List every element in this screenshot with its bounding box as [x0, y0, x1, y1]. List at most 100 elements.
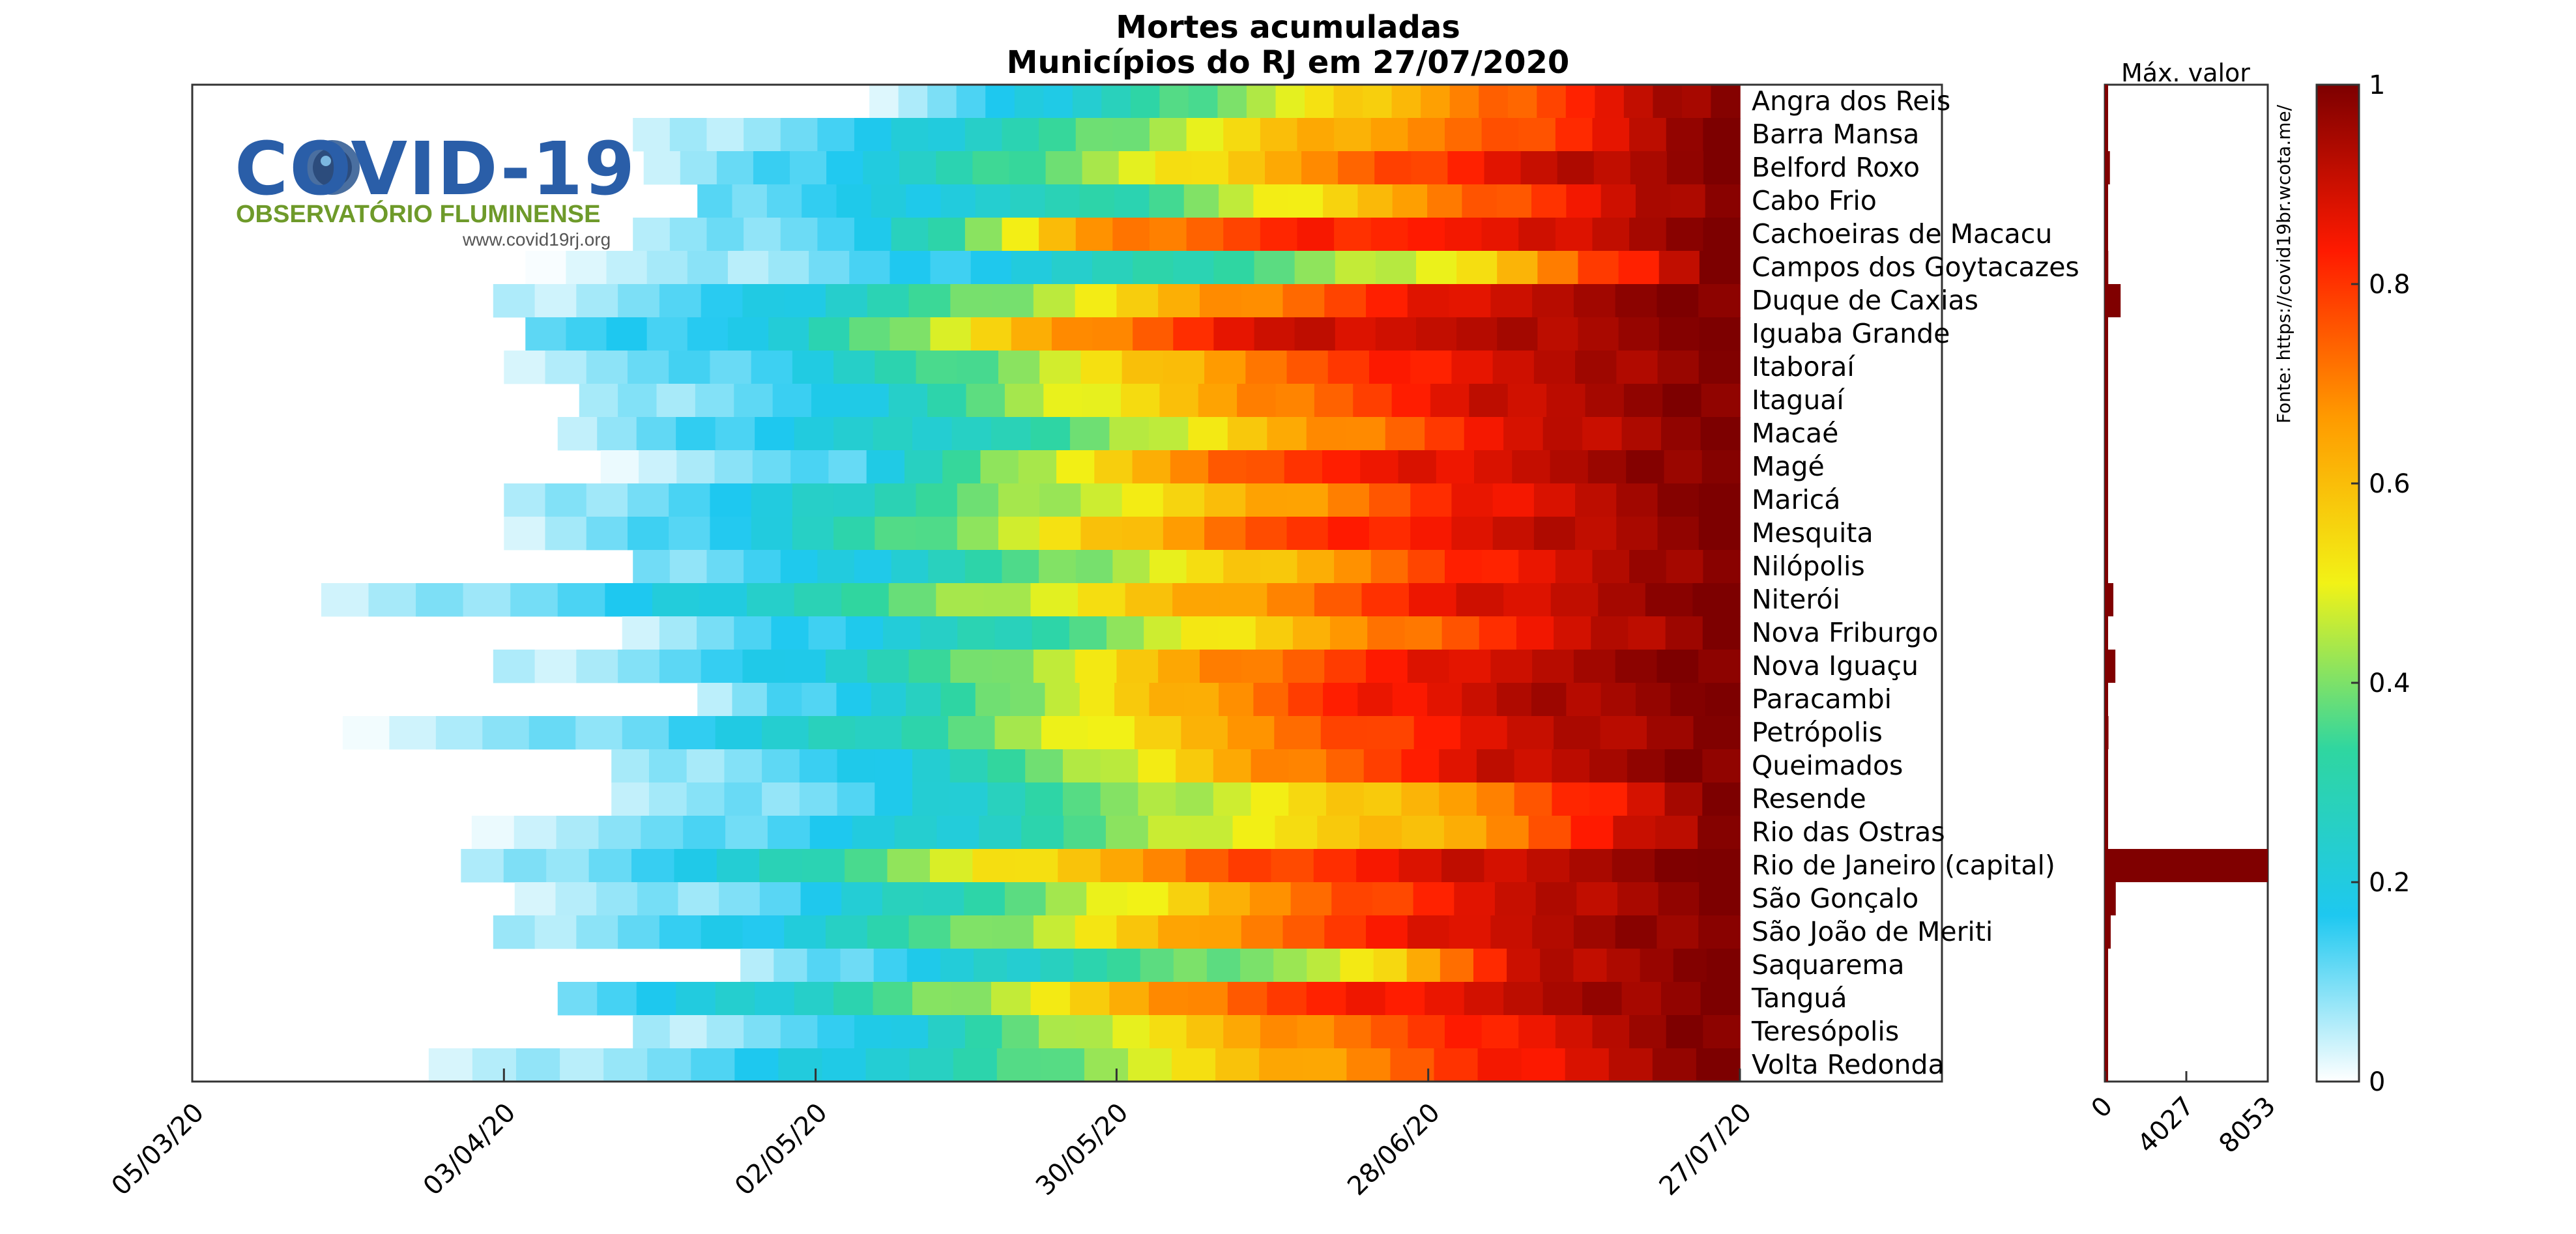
- heatmap-cell: [1122, 483, 1164, 517]
- heatmap-cell: [1591, 616, 1629, 650]
- heatmap-cell: [1531, 683, 1567, 717]
- max-bar: [2105, 417, 2108, 450]
- heatmap-cell: [706, 1015, 744, 1049]
- heatmap-cell: [1537, 317, 1579, 351]
- heatmap-cell: [991, 982, 1032, 1016]
- heatmap-cell: [936, 583, 984, 617]
- heatmap-cell: [1118, 151, 1156, 185]
- heatmap-cell: [1307, 949, 1341, 983]
- heatmap-cell: [1666, 218, 1704, 251]
- heatmap-cell: [873, 949, 908, 983]
- row-label: Angra dos Reis: [1752, 85, 1950, 117]
- heatmap-cell: [799, 749, 838, 783]
- heatmap-cell: [949, 782, 989, 816]
- heatmap-cell: [1045, 151, 1083, 185]
- heatmap-cell: [929, 849, 974, 883]
- heatmap-cell: [732, 683, 768, 717]
- heatmap-cell: [1255, 616, 1294, 650]
- heatmap-cell: [1116, 650, 1159, 683]
- heatmap-cell: [1334, 218, 1372, 251]
- heatmap-cell: [927, 85, 957, 119]
- max-bar: [2105, 251, 2109, 284]
- heatmap-cell: [1282, 915, 1325, 949]
- max-bar: [2105, 583, 2114, 616]
- heatmap-cell: [686, 782, 725, 816]
- heatmap-cell: [1186, 1015, 1224, 1049]
- heatmap-cell: [1566, 683, 1602, 717]
- row-label: Cachoeiras de Macacu: [1752, 218, 2052, 250]
- heatmap-cell: [1374, 151, 1412, 185]
- heatmap-cell: [909, 1048, 954, 1082]
- heatmap-cell: [1288, 184, 1324, 218]
- heatmap-cell: [1324, 284, 1367, 318]
- heatmap-cell: [1245, 483, 1288, 517]
- heatmap-cell: [1557, 151, 1595, 185]
- heatmap-cell: [740, 949, 775, 983]
- heatmap-cell: [825, 284, 868, 318]
- heatmap-cell: [725, 816, 768, 850]
- heatmap-cell: [1698, 517, 1741, 551]
- logo-name: COVID-19: [235, 127, 637, 212]
- heatmap-cell: [1427, 683, 1463, 717]
- heatmap-cell: [744, 550, 781, 584]
- heatmap-cell: [1133, 251, 1174, 285]
- heatmap-cell: [1600, 716, 1647, 750]
- heatmap-cell: [622, 616, 660, 650]
- heatmap-cell: [873, 417, 913, 451]
- heatmap-cell: [1284, 450, 1323, 484]
- heatmap-cell: [636, 417, 676, 451]
- heatmap-cell: [557, 417, 598, 451]
- heatmap-cell: [956, 85, 986, 119]
- heatmap-cell: [1413, 882, 1455, 916]
- heatmap-cell: [1401, 749, 1440, 783]
- heatmap-cell: [751, 517, 793, 551]
- heatmap-cell: [807, 949, 841, 983]
- heatmap-cell: [1402, 816, 1445, 850]
- max-bar: [2105, 982, 2108, 1015]
- heatmap-cell: [906, 683, 942, 717]
- heatmap-cell: [1416, 251, 1457, 285]
- heatmap-cell: [950, 915, 992, 949]
- heatmap-cell: [1039, 118, 1077, 152]
- heatmap-cell: [964, 1015, 1003, 1049]
- heatmap-cell: [1357, 184, 1393, 218]
- heatmap-cell: [1699, 251, 1741, 285]
- heatmap-cell: [1587, 450, 1627, 484]
- heatmap-cell: [1600, 683, 1636, 717]
- heatmap-cell: [1075, 1015, 1114, 1049]
- row-label: Resende: [1752, 783, 1866, 814]
- heatmap-cell: [1692, 583, 1741, 617]
- heatmap-cell: [1615, 650, 1658, 683]
- heatmap-cell: [1204, 483, 1247, 517]
- heatmap-cell: [546, 849, 590, 883]
- heatmap-cell: [1163, 483, 1205, 517]
- heatmap-cell: [1361, 583, 1410, 617]
- heatmap-cell: [1655, 816, 1698, 850]
- heatmap-cell: [744, 118, 781, 152]
- heatmap-cell: [780, 118, 818, 152]
- heatmap-cell: [1186, 218, 1224, 251]
- heatmap-cell: [1518, 1015, 1556, 1049]
- heatmap-cell: [1554, 716, 1601, 750]
- heatmap-cell: [964, 218, 1003, 251]
- max-bar: [2105, 749, 2108, 782]
- heatmap-cell: [1481, 118, 1520, 152]
- heatmap-cell: [972, 151, 1010, 185]
- heatmap-cell: [1392, 683, 1428, 717]
- heatmap-cell: [1711, 85, 1741, 119]
- heatmap-cell: [1600, 184, 1636, 218]
- heatmap-cell: [1232, 816, 1276, 850]
- heatmap-cell: [1657, 284, 1700, 318]
- row-label: Saquarema: [1752, 949, 1905, 981]
- heatmap-cell: [605, 583, 653, 617]
- heatmap-cell: [493, 284, 536, 318]
- heatmap-cell: [753, 151, 790, 185]
- heatmap-cell: [600, 450, 639, 484]
- heatmap-cell: [966, 384, 1006, 418]
- heatmap-cell: [845, 616, 884, 650]
- heatmap-cell: [1218, 616, 1256, 650]
- heatmap-cell: [908, 650, 951, 683]
- heatmap-cell: [639, 450, 678, 484]
- max-bar: [2105, 949, 2108, 982]
